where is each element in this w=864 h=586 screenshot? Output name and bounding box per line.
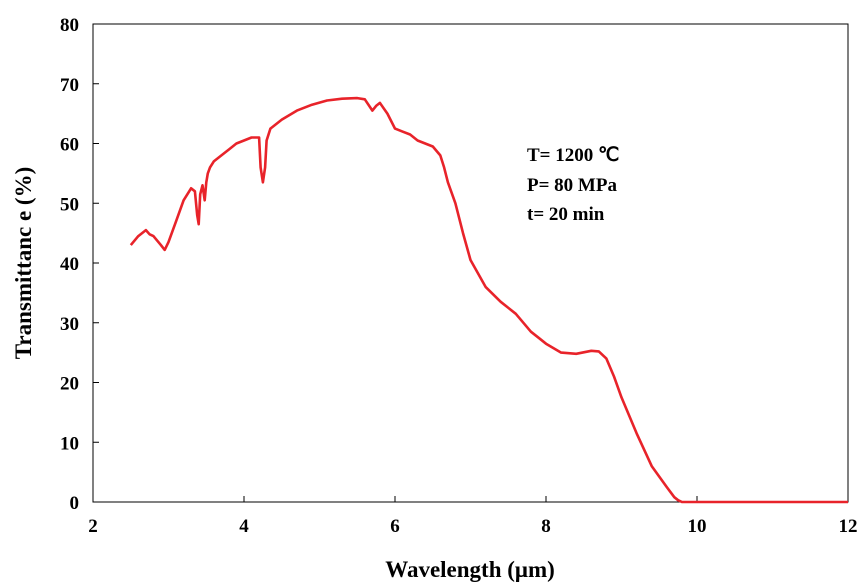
y-tick-label: 70 [60,75,79,96]
y-tick-label: 30 [60,314,79,335]
x-axis-ticks: 2 4 6 8 10 12 [88,496,858,537]
y-axis-title: Transmittanc e (%) [11,167,36,359]
y-tick-label: 40 [60,254,79,275]
x-tick-label: 12 [839,516,858,537]
x-axis-title: Wavelength (μm) [385,557,555,582]
y-axis-ticks: 0 10 20 30 40 50 60 70 80 [60,15,99,514]
x-tick-label: 2 [88,516,98,537]
series-line-transmittance [129,96,848,504]
annotation-pressure: P= 80 MPa [527,175,617,196]
plot-area-frame [92,23,849,503]
y-tick-label: 50 [60,194,79,215]
x-tick-label: 8 [541,516,551,537]
x-tick-label: 4 [239,516,249,537]
y-tick-label: 10 [60,433,79,454]
y-tick-label: 60 [60,135,79,156]
annotation-time: t= 20 min [527,204,605,225]
y-tick-label: 0 [70,493,80,514]
y-tick-label: 80 [60,15,79,36]
annotation-temperature: T= 1200 ℃ [527,145,619,166]
y-tick-label: 20 [60,374,79,395]
x-tick-label: 10 [688,516,707,537]
x-tick-label: 6 [390,516,400,537]
